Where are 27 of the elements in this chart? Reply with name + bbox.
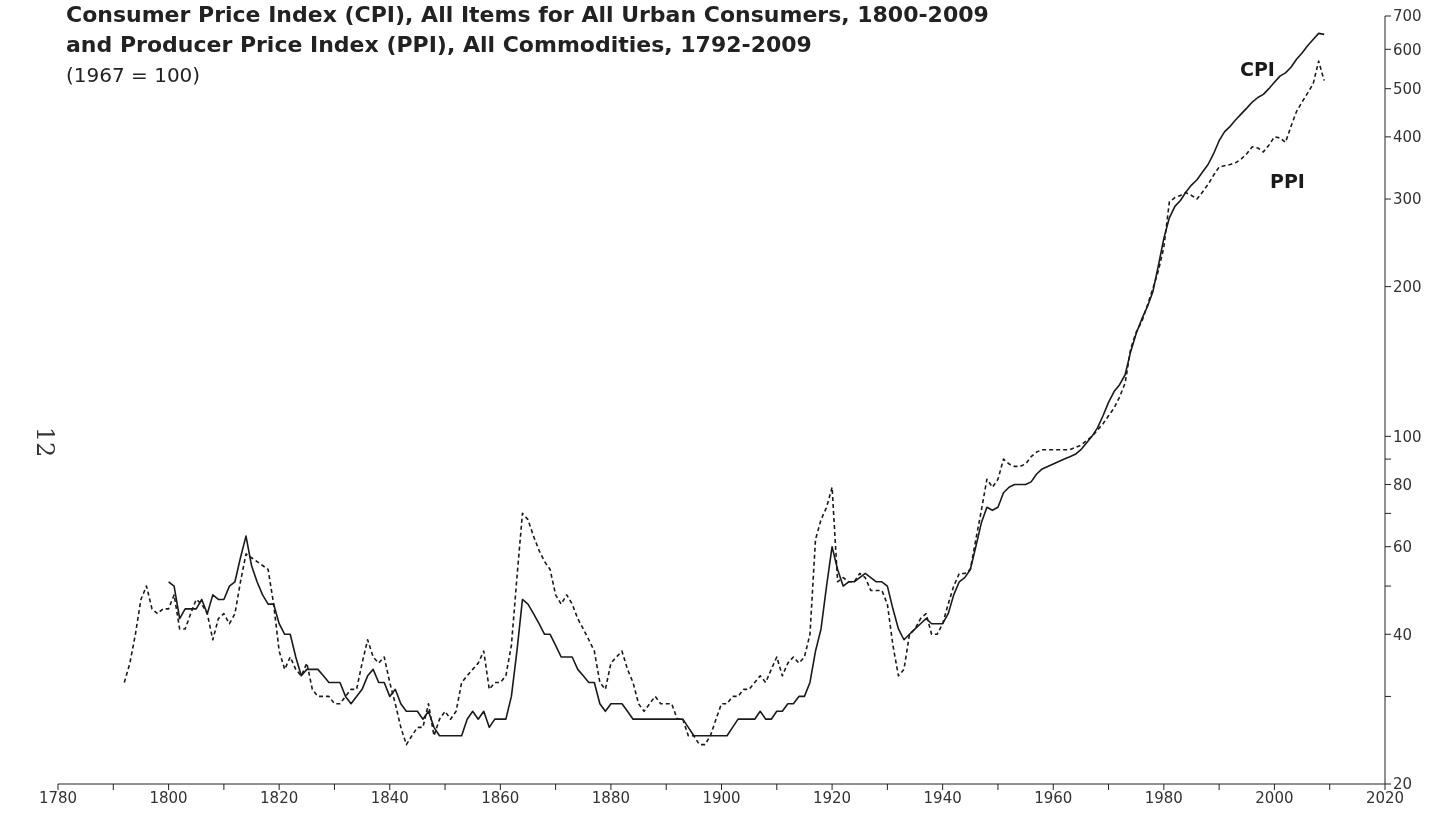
y-tick-label: 80 xyxy=(1393,475,1413,494)
text: (1967 = 100) xyxy=(66,62,202,89)
x-tick-label: 1780 xyxy=(38,788,78,807)
chart-title: Consumer Price Index (CPI), All Items for All Urban Consumers, 1800-2009 and Producer Price Index (PPI), All Commodities, 1792-2009 xyxy=(66,1,989,59)
y-tick-label: 60 xyxy=(1393,538,1413,557)
y-tick-label: 600 xyxy=(1393,40,1422,59)
x-tick-label: 1860 xyxy=(481,788,520,807)
x-tick-label: 1920 xyxy=(812,788,852,807)
x-tick-label: 1840 xyxy=(370,788,409,807)
y-tick-label: 300 xyxy=(1393,190,1422,209)
x-tick-label: 1900 xyxy=(702,788,741,807)
x-tick-label: 2000 xyxy=(1255,788,1294,807)
y-tick-label: 500 xyxy=(1393,80,1422,99)
y-tick-label: 700 xyxy=(1393,7,1422,26)
x-tick-label: 1940 xyxy=(923,788,962,807)
x-tick-label: 1980 xyxy=(1144,788,1183,807)
series-label: CPI xyxy=(1240,58,1275,80)
annotation: 12 xyxy=(31,426,60,458)
y-tick-label: 100 xyxy=(1393,427,1422,446)
series-label: PPI xyxy=(1270,170,1305,192)
y-tick-label: 400 xyxy=(1393,128,1422,147)
x-tick-label: 1820 xyxy=(260,788,299,807)
x-tick-label: 1800 xyxy=(149,788,188,807)
y-tick-label: 200 xyxy=(1393,277,1422,296)
y-tick-label: 40 xyxy=(1393,625,1413,644)
x-tick-label: 1960 xyxy=(1034,788,1073,807)
x-tick-label: 1880 xyxy=(591,788,631,807)
